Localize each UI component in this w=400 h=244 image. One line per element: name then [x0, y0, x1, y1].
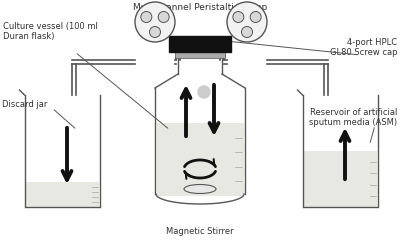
Text: Multichannel Peristaltic Pump: Multichannel Peristaltic Pump [133, 3, 267, 12]
Circle shape [242, 27, 252, 38]
Text: Magnetic Stirrer: Magnetic Stirrer [166, 227, 234, 236]
Bar [26, 182, 98, 207]
Circle shape [233, 11, 244, 22]
Circle shape [141, 11, 152, 22]
Ellipse shape [184, 184, 216, 193]
Bar [156, 123, 244, 196]
Circle shape [135, 2, 175, 42]
Circle shape [150, 27, 160, 38]
Circle shape [227, 2, 267, 42]
Bar [175, 52, 225, 58]
Polygon shape [201, 86, 207, 90]
Bar [169, 36, 231, 52]
Bar [304, 151, 376, 207]
Circle shape [158, 11, 169, 22]
Text: Discard jar: Discard jar [2, 100, 47, 109]
Circle shape [250, 11, 261, 22]
Text: Reservoir of artificial
sputum media (ASM): Reservoir of artificial sputum media (AS… [309, 108, 397, 127]
Text: Culture vessel (100 ml
Duran flask): Culture vessel (100 ml Duran flask) [3, 22, 98, 41]
Polygon shape [198, 86, 210, 98]
Text: 4-port HPLC
GL80 Screw cap: 4-port HPLC GL80 Screw cap [330, 38, 397, 57]
